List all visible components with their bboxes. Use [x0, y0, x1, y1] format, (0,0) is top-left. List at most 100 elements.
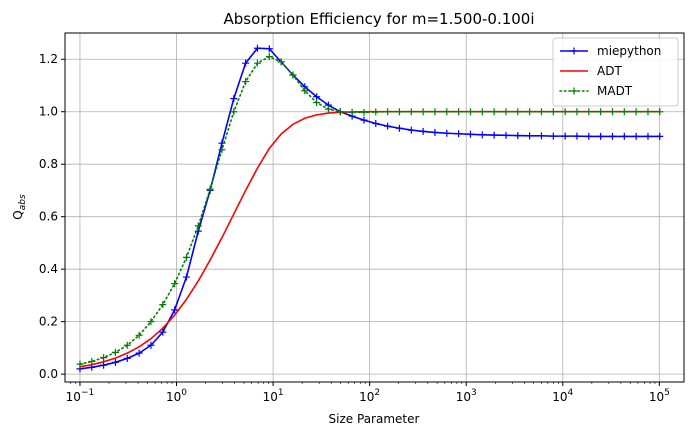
data-point-marker: [526, 108, 534, 116]
data-point-marker: [230, 95, 238, 103]
data-point-marker: [644, 108, 652, 116]
data-point-marker: [478, 131, 486, 139]
data-point-marker: [123, 341, 131, 349]
x-tick-label-base: 10: [456, 390, 471, 404]
data-point-marker: [455, 108, 463, 116]
data-point-marker: [514, 108, 522, 116]
data-point-marker: [111, 358, 119, 366]
data-point-marker: [336, 108, 344, 116]
data-point-marker: [455, 130, 463, 138]
data-point-marker: [265, 45, 273, 53]
data-point-marker: [159, 328, 167, 336]
data-point-marker: [135, 331, 143, 339]
data-point-marker: [526, 132, 534, 140]
data-point-marker: [324, 105, 332, 113]
data-point-marker: [466, 108, 474, 116]
plot-frame: [64, 32, 685, 383]
data-point-marker: [171, 306, 179, 314]
data-point-marker: [242, 59, 250, 67]
x-tick-label-base: 10: [649, 390, 664, 404]
data-point-marker: [253, 59, 261, 67]
x-tick-label: 104: [552, 388, 573, 404]
data-point-marker: [573, 108, 581, 116]
data-point-marker: [313, 99, 321, 107]
series-layer: [76, 44, 664, 373]
x-tick-label: 10−1: [66, 388, 95, 404]
legend-marker: [570, 47, 578, 55]
data-point-marker: [490, 108, 498, 116]
data-point-marker: [360, 108, 368, 116]
data-point-marker: [466, 130, 474, 138]
data-point-marker: [644, 132, 652, 140]
data-point-marker: [573, 132, 581, 140]
x-tick-label-base: 10: [66, 390, 81, 404]
y-tick-label: 0.0: [39, 367, 58, 381]
data-point-marker: [597, 108, 605, 116]
x-axis-label: Size Parameter: [329, 412, 420, 426]
legend: miepython ADT MADT: [552, 37, 679, 107]
x-tick-label-base: 10: [552, 390, 567, 404]
data-point-marker: [478, 108, 486, 116]
data-point-marker: [443, 129, 451, 137]
x-tick-label-exponent: 3: [471, 388, 477, 398]
data-point-marker: [242, 78, 250, 86]
data-point-marker: [182, 253, 190, 261]
legend-label: miepython: [597, 44, 661, 58]
data-point-marker: [384, 122, 392, 130]
data-point-marker: [549, 132, 557, 140]
data-point-marker: [561, 132, 569, 140]
x-tick-label: 103: [456, 388, 477, 404]
data-point-marker: [585, 132, 593, 140]
x-tick-label-exponent: 2: [374, 388, 380, 398]
legend-marker: [570, 87, 578, 95]
data-point-marker: [372, 120, 380, 128]
data-point-marker: [218, 146, 226, 154]
data-point-marker: [561, 108, 569, 116]
data-point-marker: [620, 132, 628, 140]
data-point-marker: [537, 108, 545, 116]
data-point-marker: [123, 354, 131, 362]
data-point-marker: [289, 71, 297, 79]
data-point-marker: [100, 361, 108, 369]
x-tick-label: 105: [649, 388, 670, 404]
y-tick-label: 1.0: [39, 105, 58, 119]
data-point-marker: [395, 108, 403, 116]
x-axis-ticks: 10−1 100 101 102 103 104 105: [66, 382, 670, 404]
data-point-marker: [111, 348, 119, 356]
legend-box: [552, 37, 679, 107]
data-point-marker: [100, 354, 108, 362]
data-point-marker: [549, 108, 557, 116]
x-tick-label: 102: [359, 388, 380, 404]
y-tick-label: 0.4: [39, 262, 58, 276]
chart-title: Absorption Efficiency for m=1.500-0.100i: [223, 10, 534, 28]
x-tick-label: 101: [263, 388, 284, 404]
data-point-marker: [395, 124, 403, 132]
x-tick-label-base: 10: [263, 390, 278, 404]
legend-label: MADT: [597, 84, 633, 98]
x-tick-label-exponent: 1: [278, 388, 284, 398]
data-point-marker: [372, 108, 380, 116]
data-point-marker: [490, 131, 498, 139]
x-tick-label-exponent: 0: [181, 388, 187, 398]
data-point-marker: [443, 108, 451, 116]
data-point-marker: [656, 132, 664, 140]
data-point-marker: [537, 132, 545, 140]
y-axis-ticks: 0.0 0.2 0.4 0.6 0.8 1.0 1.2: [39, 52, 65, 381]
data-point-marker: [585, 108, 593, 116]
data-point-marker: [159, 301, 167, 309]
data-point-marker: [147, 318, 155, 326]
x-tick-label-exponent: 5: [664, 388, 670, 398]
data-point-marker: [632, 132, 640, 140]
data-point-marker: [384, 108, 392, 116]
legend-label: ADT: [597, 64, 622, 78]
data-point-marker: [407, 126, 415, 134]
data-point-marker: [76, 360, 84, 368]
data-point-marker: [419, 127, 427, 135]
data-point-marker: [230, 108, 238, 116]
data-point-marker: [431, 128, 439, 136]
data-point-marker: [171, 280, 179, 288]
x-tick-label-base: 10: [166, 390, 181, 404]
data-point-marker: [656, 108, 664, 116]
data-point-marker: [301, 87, 309, 95]
